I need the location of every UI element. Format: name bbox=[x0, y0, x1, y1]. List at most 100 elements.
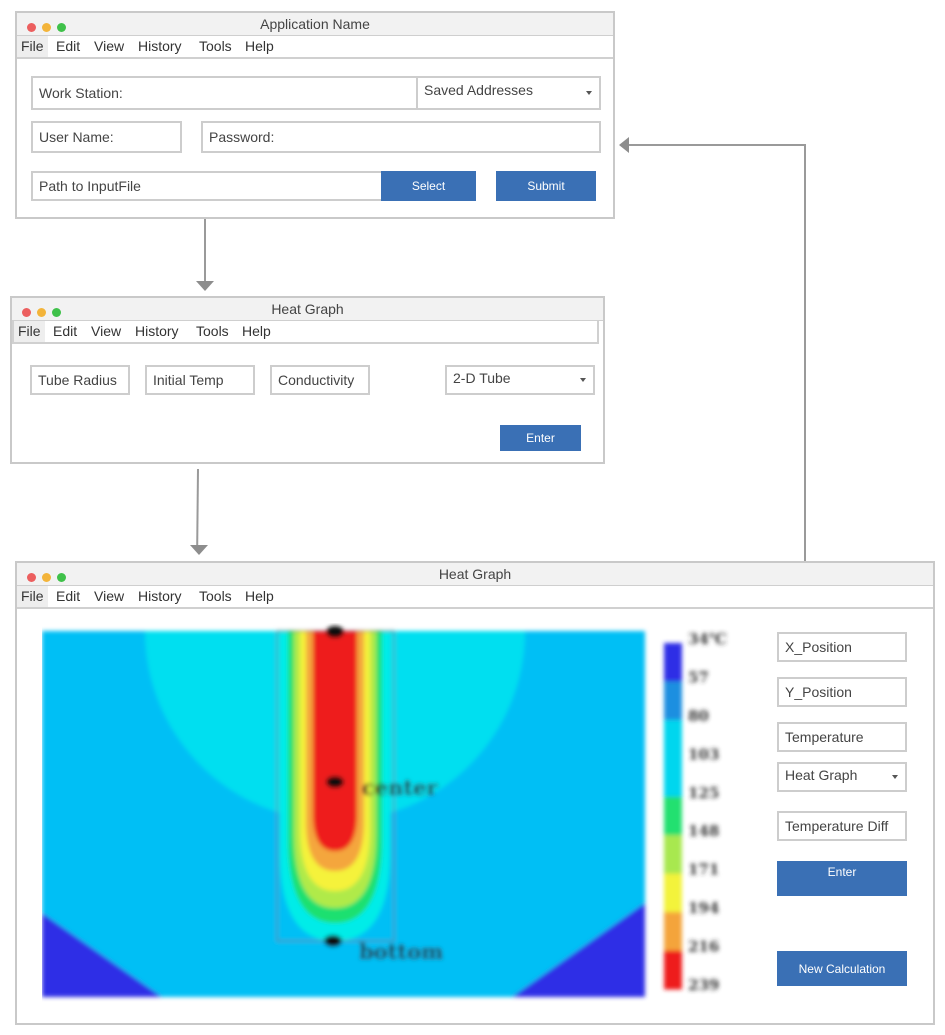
graph-type-select[interactable]: Heat Graph bbox=[777, 762, 907, 792]
menu-file[interactable]: File bbox=[17, 36, 48, 57]
x-position-input[interactable]: X_Position bbox=[777, 632, 907, 662]
window-title: Heat Graph bbox=[271, 301, 344, 317]
temperature-input[interactable]: Temperature bbox=[777, 722, 907, 752]
scale-tick-label: 34℃ bbox=[688, 630, 727, 648]
title-bar: Heat Graph bbox=[17, 563, 933, 586]
menu-edit[interactable]: Edit bbox=[56, 588, 81, 604]
chevron-down-icon bbox=[580, 378, 586, 382]
menu-edit[interactable]: Edit bbox=[53, 323, 78, 339]
minimize-dot-icon[interactable] bbox=[42, 573, 51, 582]
scale-segment bbox=[664, 681, 682, 721]
initial-temp-input[interactable]: Initial Temp bbox=[145, 365, 255, 395]
window-controls[interactable] bbox=[27, 19, 72, 37]
new-calculation-button[interactable]: New Calculation bbox=[777, 951, 907, 986]
heat-corner-right bbox=[512, 903, 645, 997]
scale-segment bbox=[664, 912, 682, 952]
minimize-dot-icon[interactable] bbox=[42, 23, 51, 32]
heat-corner-left bbox=[42, 913, 162, 997]
menu-help[interactable]: Help bbox=[242, 323, 271, 339]
heat-graph-setup-window: Heat Graph File Edit View History Tools … bbox=[10, 296, 605, 464]
window-title: Heat Graph bbox=[438, 566, 512, 582]
heat-graph-result-window: Heat Graph File Edit View History Tools … bbox=[15, 561, 935, 1025]
menu-file[interactable]: File bbox=[17, 586, 48, 607]
menu-tools[interactable]: Tools bbox=[199, 588, 232, 604]
connector-line bbox=[196, 469, 199, 546]
menu-bar: File Edit View History Tools Help bbox=[17, 36, 613, 59]
connector-line bbox=[629, 144, 806, 146]
initial-temp-label: Initial Temp bbox=[153, 372, 224, 388]
scale-segment bbox=[664, 873, 682, 913]
saved-addresses-select[interactable]: Saved Addresses bbox=[416, 76, 601, 110]
menu-view[interactable]: View bbox=[91, 323, 122, 339]
maximize-dot-icon[interactable] bbox=[57, 573, 66, 582]
menu-history[interactable]: History bbox=[135, 323, 179, 339]
window-controls[interactable] bbox=[22, 304, 67, 322]
select-button[interactable]: Select bbox=[381, 171, 476, 201]
close-dot-icon[interactable] bbox=[27, 23, 36, 32]
maximize-dot-icon[interactable] bbox=[57, 23, 66, 32]
menu-view[interactable]: View bbox=[94, 588, 125, 604]
scale-tick-label: 194 bbox=[688, 899, 719, 917]
user-name-input[interactable]: User Name: bbox=[31, 121, 182, 153]
app-window: Application Name File Edit View History … bbox=[15, 11, 615, 219]
graph-type-label: Heat Graph bbox=[785, 767, 858, 783]
password-input[interactable]: Password: bbox=[201, 121, 601, 153]
menu-history[interactable]: History bbox=[138, 38, 182, 54]
scale-tick-label: 171 bbox=[688, 861, 719, 879]
work-station-input[interactable]: Work Station: bbox=[31, 76, 418, 110]
menu-tools[interactable]: Tools bbox=[199, 38, 232, 54]
conductivity-input[interactable]: Conductivity bbox=[270, 365, 370, 395]
menu-bar: File Edit View History Tools Help bbox=[17, 586, 933, 609]
work-station-label: Work Station: bbox=[39, 85, 123, 101]
menu-file[interactable]: File bbox=[14, 321, 45, 342]
close-dot-icon[interactable] bbox=[22, 308, 31, 317]
minimize-dot-icon[interactable] bbox=[37, 308, 46, 317]
scale-tick-label: 103 bbox=[688, 745, 719, 763]
scale-segment bbox=[664, 758, 682, 798]
scale-tick-label: 80 bbox=[688, 707, 709, 725]
maximize-dot-icon[interactable] bbox=[52, 308, 61, 317]
scale-tick-label: 148 bbox=[688, 822, 719, 840]
title-bar: Application Name bbox=[17, 13, 613, 36]
top-point-marker bbox=[326, 626, 344, 638]
window-controls[interactable] bbox=[27, 569, 72, 587]
menu-view[interactable]: View bbox=[94, 38, 125, 54]
menu-help[interactable]: Help bbox=[245, 38, 274, 54]
window-title: Application Name bbox=[260, 16, 370, 32]
heat-map-image: center bottom 34℃ 57 80 103 125 148 171 194 216 2… bbox=[42, 626, 727, 997]
bottom-label: bottom bbox=[359, 939, 443, 964]
menu-bar: File Edit View History Tools Help bbox=[12, 321, 599, 344]
temperature-label: Temperature bbox=[785, 729, 864, 745]
scale-tick-label: 57 bbox=[688, 668, 709, 686]
scale-segment bbox=[664, 950, 682, 990]
submit-button[interactable]: Submit bbox=[496, 171, 596, 201]
enter-button[interactable]: Enter bbox=[777, 861, 907, 896]
tube-radius-input[interactable]: Tube Radius bbox=[30, 365, 130, 395]
user-name-label: User Name: bbox=[39, 129, 114, 145]
saved-addresses-label: Saved Addresses bbox=[424, 82, 533, 98]
menu-tools[interactable]: Tools bbox=[196, 323, 229, 339]
scale-tick-label: 125 bbox=[688, 784, 719, 802]
temperature-diff-label: Temperature Diff bbox=[785, 818, 889, 834]
path-input[interactable]: Path to InputFile bbox=[31, 171, 383, 201]
menu-edit[interactable]: Edit bbox=[56, 38, 81, 54]
temperature-diff-input[interactable]: Temperature Diff bbox=[777, 811, 907, 841]
close-dot-icon[interactable] bbox=[27, 573, 36, 582]
enter-button[interactable]: Enter bbox=[500, 425, 581, 451]
y-position-input[interactable]: Y_Position bbox=[777, 677, 907, 707]
scale-segment bbox=[664, 796, 682, 836]
arrow-left-icon bbox=[619, 137, 629, 153]
menu-history[interactable]: History bbox=[138, 588, 182, 604]
title-bar: Heat Graph bbox=[12, 298, 603, 321]
color-scale-bar bbox=[664, 643, 682, 990]
password-label: Password: bbox=[209, 129, 275, 145]
scale-segment bbox=[664, 643, 682, 682]
arrow-down-icon bbox=[196, 281, 214, 291]
menu-help[interactable]: Help bbox=[245, 588, 274, 604]
path-label: Path to InputFile bbox=[39, 178, 141, 194]
center-label: center bbox=[362, 775, 438, 800]
chevron-down-icon bbox=[892, 775, 898, 779]
tube-type-select[interactable]: 2-D Tube bbox=[445, 365, 595, 395]
arrow-down-icon bbox=[190, 545, 208, 555]
y-position-label: Y_Position bbox=[785, 684, 852, 700]
